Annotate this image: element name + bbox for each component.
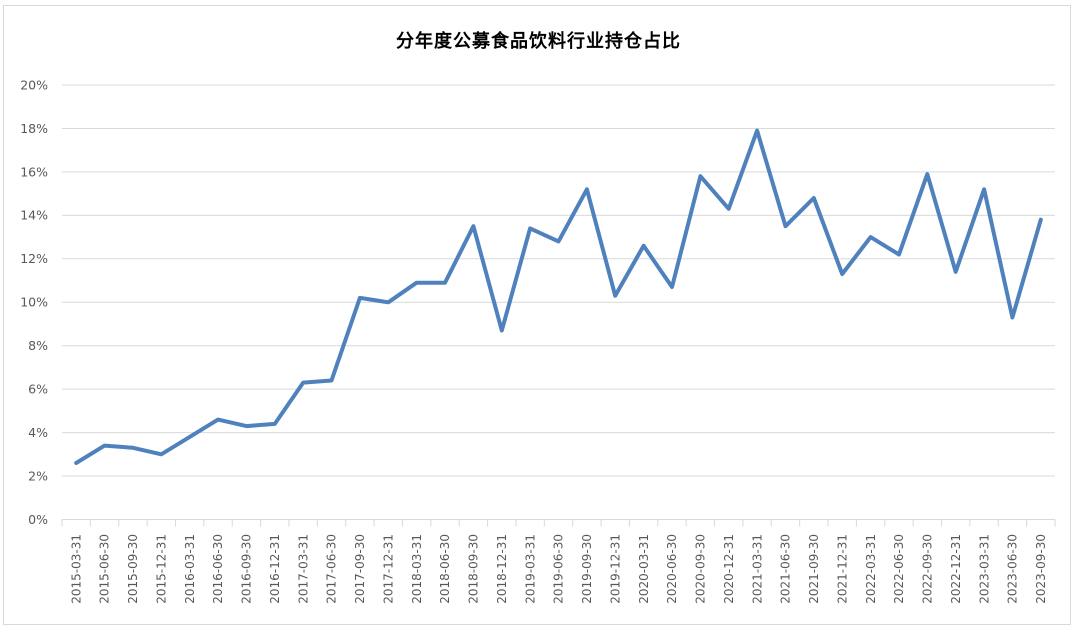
series-line — [74, 128, 1043, 465]
x-tick-label: 2020-12-31 — [722, 534, 736, 604]
x-tick-label: 2022-06-30 — [892, 534, 906, 604]
x-tick-label: 2021-06-30 — [779, 534, 793, 604]
x-tick-label: 2023-06-30 — [1006, 534, 1020, 604]
x-tick-label: 2019-12-31 — [608, 534, 622, 604]
x-tick-label: 2018-03-31 — [410, 534, 424, 604]
y-tick-label: 2% — [28, 468, 48, 483]
y-tick-label: 18% — [20, 121, 48, 136]
y-tick-label: 10% — [20, 295, 48, 310]
x-tick-label: 2016-06-30 — [211, 534, 225, 604]
x-tick-label: 2015-06-30 — [98, 534, 112, 604]
x-tick-label: 2019-09-30 — [580, 534, 594, 604]
y-tick-label: 8% — [28, 338, 48, 353]
x-tick-label: 2016-03-31 — [183, 534, 197, 604]
x-tick-label: 2015-12-31 — [155, 534, 169, 604]
x-tick-label: 2020-06-30 — [665, 534, 679, 604]
x-tick-label: 2018-06-30 — [438, 534, 452, 604]
x-tick-label: 2017-12-31 — [381, 534, 395, 604]
y-tick-label: 0% — [28, 512, 48, 527]
x-tick-label: 2016-12-31 — [268, 534, 282, 604]
y-tick-label: 16% — [20, 164, 48, 179]
y-tick-label: 14% — [20, 208, 48, 223]
chart-frame — [3, 5, 1071, 625]
x-tick-label: 2022-09-30 — [921, 534, 935, 604]
y-tick-label: 6% — [28, 382, 48, 397]
x-tick-label: 2015-09-30 — [126, 534, 140, 604]
chart-title: 分年度公募食品饮料行业持仓占比 — [396, 31, 681, 52]
x-tick-label: 2019-06-30 — [552, 534, 566, 604]
x-tick-label: 2018-09-30 — [467, 534, 481, 604]
x-tick-label: 2023-03-31 — [977, 534, 991, 604]
x-tick-label: 2022-03-31 — [864, 534, 878, 604]
x-tick-label: 2023-09-30 — [1034, 534, 1048, 604]
y-tick-label: 12% — [20, 251, 48, 266]
x-tick-label: 2017-09-30 — [353, 534, 367, 604]
x-tick-label: 2021-12-31 — [835, 534, 849, 604]
x-tick-label: 2020-09-30 — [694, 534, 708, 604]
x-tick-label: 2019-03-31 — [523, 534, 537, 604]
x-tick-label: 2020-03-31 — [637, 534, 651, 604]
y-tick-label: 4% — [28, 425, 48, 440]
x-tick-label: 2016-09-30 — [240, 534, 254, 604]
x-tick-label: 2021-09-30 — [807, 534, 821, 604]
x-tick-label: 2017-03-31 — [296, 534, 310, 604]
y-tick-label: 20% — [20, 77, 48, 92]
x-tick-label: 2022-12-31 — [949, 534, 963, 604]
x-tick-label: 2017-06-30 — [325, 534, 339, 604]
x-tick-label: 2021-03-31 — [750, 534, 764, 604]
x-tick-label: 2018-12-31 — [495, 534, 509, 604]
x-tick-label: 2015-03-31 — [69, 534, 83, 604]
